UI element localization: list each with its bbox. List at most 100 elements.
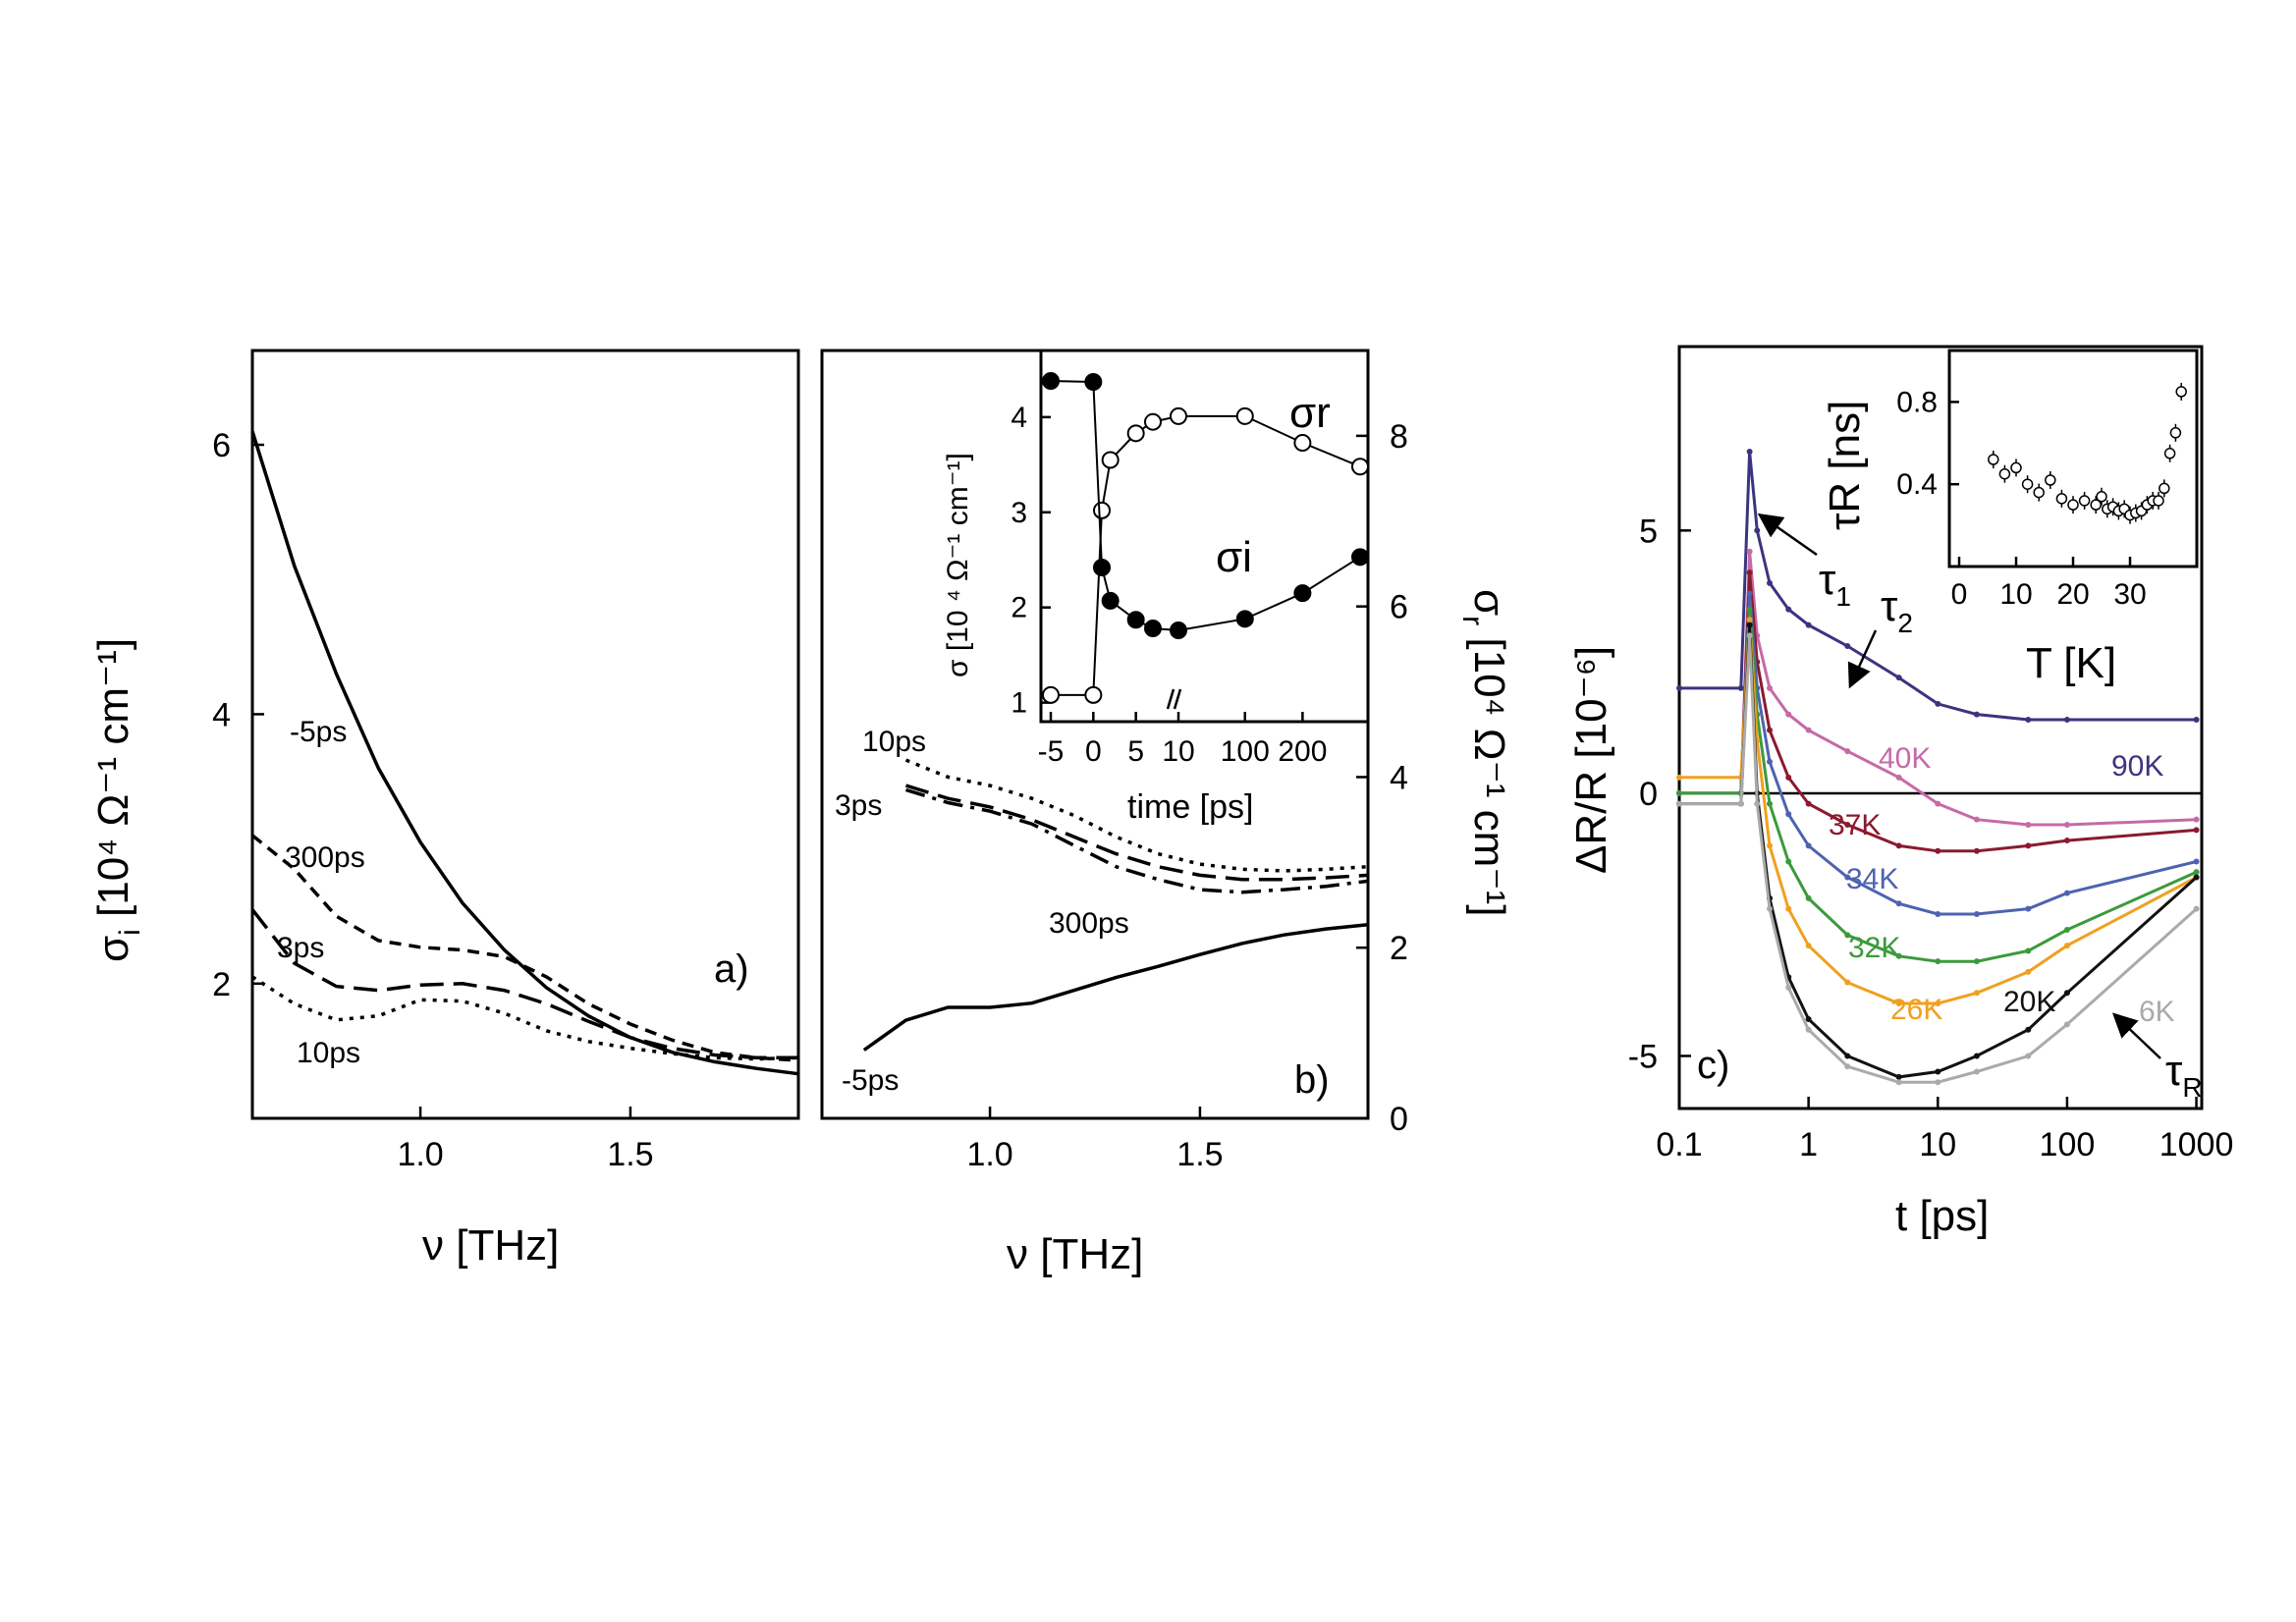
inset-point-σr [1235, 406, 1254, 425]
data-point-90K [2025, 716, 2032, 723]
data-point-37K [2063, 838, 2070, 844]
inset-x-tick-label: 10 [1162, 735, 1194, 768]
data-point-37K [1805, 800, 1812, 807]
data-point-40K [2063, 822, 2070, 829]
inset-point-σr [1101, 451, 1120, 469]
x-tick-label: 1.0 [397, 1136, 443, 1173]
series-label-c-26K: 26K [1890, 994, 1942, 1026]
svg-text:τR [ns]: τR [ns] [1821, 401, 1869, 530]
panel-a-x-ticks: 1.0 1.5 [397, 1107, 654, 1173]
y-tick-label: 2 [212, 966, 231, 1003]
panel-c: 0.1 1 10 100 1000 -505 t [ps] ΔR/R [10⁻⁶] 90… [1567, 345, 2233, 1240]
inset-c-point [2010, 461, 2022, 474]
panel-a-y-ticks: 2 4 6 [212, 427, 264, 1003]
data-point-40K [1935, 800, 1941, 807]
panel-a-y-title-sigma: σ [89, 936, 137, 962]
panel-b-inset: 1 2 3 4 -5 0 5 10 100 200 time [ps] σ [10 ⁴ Ω⁻¹ … [942, 349, 1370, 826]
inset-c-point [2078, 495, 2091, 507]
inset-c-point [2175, 386, 2187, 398]
data-point-20K [1935, 1068, 1941, 1075]
data-point-6K [1754, 800, 1761, 807]
data-point-90K [1844, 643, 1851, 650]
panel-c-label: c) [1697, 1044, 1729, 1087]
data-point-32K [1973, 958, 1980, 965]
inset-c-point [1998, 467, 2011, 480]
annotation-tauR: τR [2165, 1047, 2203, 1103]
panel-c-inset-x-ticks: 0 10 20 30 [1951, 557, 2147, 611]
data-point-37K [2025, 842, 2032, 849]
data-point-34K [1895, 900, 1902, 907]
inset-c-x-tick-label: 20 [2056, 578, 2089, 611]
panel-a-y-title: σi [10⁴ Ω⁻¹ cm⁻¹] [89, 638, 146, 962]
data-point-37K [1935, 847, 1941, 854]
data-point-37K [1844, 822, 1851, 829]
panel-c-x-ticks: 0.1 1 10 100 1000 [1656, 1097, 2233, 1163]
panel-c-inset-y-title: τR [ns] [1821, 401, 1869, 530]
y-tick-label: 4 [212, 696, 231, 733]
series-line-300ps [250, 834, 799, 1062]
data-point-34K [1785, 811, 1792, 818]
y-tick-label: 0 [1390, 1101, 1408, 1138]
panel-c-inset: 0.4 0.8 0 10 20 30 T [K] τR [ns] [1821, 349, 2199, 687]
x-tick-label: 0.1 [1656, 1126, 1702, 1163]
panel-c-y-title: ΔR/R [10⁻⁶] [1567, 646, 1615, 874]
inset-point-σr [1042, 685, 1060, 704]
data-point-6K [1805, 1026, 1812, 1033]
data-point-40K [2025, 822, 2032, 829]
svg-text:ΔR/R [10⁻⁶]: ΔR/R [10⁻⁶] [1567, 646, 1615, 874]
inset-x-tick-label: 5 [1127, 735, 1144, 768]
data-point-40K [1767, 684, 1774, 691]
series-line-300ps [904, 787, 1369, 894]
panel-a-series [250, 430, 799, 1076]
data-point-34K [1805, 842, 1812, 849]
panel-b-inset-sigma-r-label: σr [1289, 389, 1331, 437]
panel-c-inset-points [1988, 382, 2187, 524]
panel-c-x-title: t [ps] [1895, 1192, 1989, 1240]
data-point-40K [1805, 727, 1812, 733]
data-point-20K [2025, 1026, 2032, 1033]
inset-point-σi [1351, 548, 1369, 567]
data-point-6K [1973, 1068, 1980, 1075]
inset-c-point [2096, 491, 2107, 503]
inset-point-σi [1042, 372, 1060, 391]
data-point-37K [2193, 827, 2200, 834]
data-point-34K [2025, 905, 2032, 912]
inset-point-σi [1126, 611, 1145, 629]
inset-x-tick-label: 200 [1278, 735, 1327, 768]
inset-x-tick-label: -5 [1038, 735, 1065, 768]
data-point-6K [1676, 800, 1682, 807]
arrow-tau1 [1757, 513, 1818, 557]
data-point-26K [1676, 774, 1682, 781]
series-label-c-32K: 32K [1848, 932, 1900, 964]
panel-b-inset-y-ticks: 1 2 3 4 [1011, 402, 1051, 720]
data-point-26K [1895, 1000, 1902, 1006]
data-point-32K [1767, 800, 1774, 807]
series-line-3ps [250, 908, 798, 1060]
inset-c-point [2153, 495, 2164, 507]
inset-point-σi [1170, 621, 1187, 639]
series-line-90K [1679, 451, 2197, 722]
data-point-90K [1767, 579, 1774, 586]
inset-c-point [2055, 493, 2068, 505]
x-tick-label: 1.5 [1176, 1136, 1223, 1173]
inset-y-tick-label: 2 [1011, 592, 1027, 624]
data-point-26K [1805, 943, 1812, 949]
y-tick-label: 2 [1390, 930, 1408, 967]
data-point-26K [2063, 943, 2070, 949]
y-tick-label: 5 [1639, 513, 1658, 550]
data-point-26K [1746, 617, 1753, 623]
data-point-34K [1767, 758, 1774, 765]
data-point-20K [1895, 1073, 1902, 1080]
data-point-34K [1935, 910, 1941, 917]
annotation-tau1: τ1 [1819, 556, 1851, 612]
panel-b-inset-sigma-i-label: σi [1216, 533, 1252, 581]
data-point-6K [1746, 632, 1753, 639]
data-point-90K [1746, 449, 1753, 456]
data-point-32K [1746, 606, 1753, 613]
data-point-20K [1844, 1053, 1851, 1059]
inset-c-point [1988, 454, 1999, 465]
data-point-6K [1935, 1079, 1941, 1086]
inset-point-σi [1293, 584, 1312, 603]
data-point-37K [1973, 847, 1980, 854]
data-point-90K [2063, 716, 2070, 723]
